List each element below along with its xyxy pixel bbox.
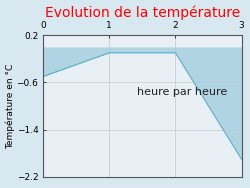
Y-axis label: Température en °C: Température en °C: [6, 63, 15, 149]
Text: heure par heure: heure par heure: [137, 87, 227, 97]
Title: Evolution de la température: Evolution de la température: [45, 6, 240, 20]
